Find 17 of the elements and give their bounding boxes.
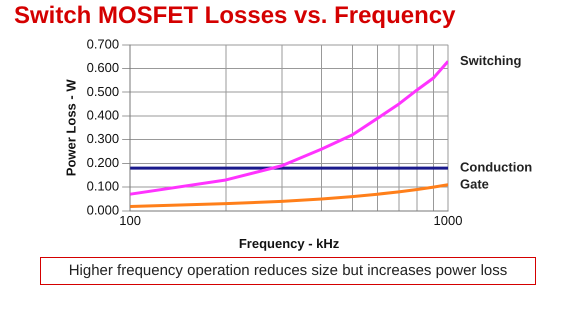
x-tick-label: 100 [119,213,141,228]
series-label: Switching [460,52,522,68]
text: Higher frequency operation reduces size but increases power loss [40,257,536,285]
series-label: Conduction [460,160,532,175]
y-tick-label: 0.200 [86,154,120,170]
y-tick-label: 0.700 [86,36,120,52]
chart-title: Switch MOSFET Losses vs. Frequency [14,2,456,30]
x-axis-title: Frequency - kHz [238,236,340,251]
y-tick-label: 0.500 [86,84,120,99]
x-tick-label: 1000 [434,213,462,228]
y-tick-label: 0.600 [86,60,120,76]
y-tick-label: 0.000 [86,202,120,218]
y-axis-title: Power Loss - W [63,78,78,176]
y-tick-label: 0.400 [86,108,120,123]
y-tick-label: 0.100 [86,178,120,194]
y-tick-label: 0.300 [86,131,120,146]
series-label: Gate [460,176,489,192]
